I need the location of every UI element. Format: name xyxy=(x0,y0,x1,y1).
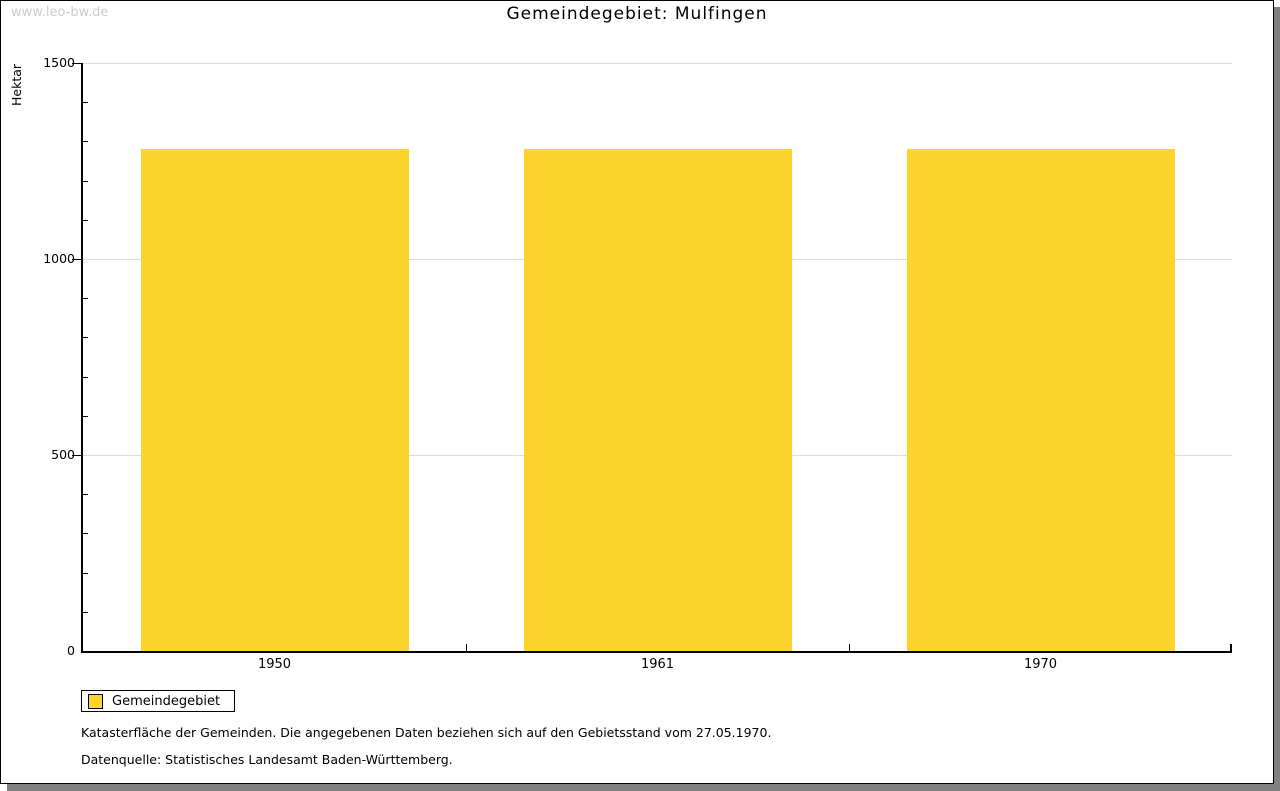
legend-swatch-icon xyxy=(88,693,103,709)
y-minor-tick-900 xyxy=(83,298,88,300)
y-minor-tick-200 xyxy=(83,572,88,574)
y-minor-tick-100 xyxy=(83,611,88,613)
y-minor-tick-1100 xyxy=(83,219,88,221)
y-tick-label-1500: 1500 xyxy=(43,55,75,70)
y-axis-label: Hektar xyxy=(9,63,24,106)
y-major-tick-500 xyxy=(72,455,81,456)
plot-area: 1950 1961 1970 xyxy=(81,62,1232,672)
gridline-1500 xyxy=(83,62,1232,64)
x-boundary-tick-2 xyxy=(849,644,850,651)
y-minor-tick-400 xyxy=(83,494,88,496)
y-minor-tick-800 xyxy=(83,337,88,339)
footnote-source-note: Katasterfläche der Gemeinden. Die angege… xyxy=(81,725,772,740)
y-minor-tick-1300 xyxy=(83,141,88,143)
bar-1961 xyxy=(523,148,792,651)
y-minor-tick-600 xyxy=(83,415,88,417)
y-minor-tick-1400 xyxy=(83,102,88,104)
x-tick-label-1970: 1970 xyxy=(1023,657,1058,672)
y-minor-tick-1200 xyxy=(83,180,88,182)
y-tick-label-0: 0 xyxy=(67,643,75,658)
bar-1950 xyxy=(140,148,409,651)
y-minor-tick-300 xyxy=(83,533,88,535)
y-minor-tick-700 xyxy=(83,376,88,378)
y-tick-label-1000: 1000 xyxy=(43,251,75,266)
legend: Gemeindegebiet xyxy=(81,690,236,712)
footnote-data-source: Datenquelle: Statistisches Landesamt Bad… xyxy=(81,752,453,767)
y-major-tick-1500 xyxy=(72,63,81,64)
x-boundary-tick-1 xyxy=(466,644,467,651)
legend-label: Gemeindegebiet xyxy=(112,693,221,709)
x-tick-label-1950: 1950 xyxy=(257,657,292,672)
x-tick-label-1961: 1961 xyxy=(640,657,675,672)
bar-1970 xyxy=(906,148,1175,651)
chart-title: Gemeindegebiet: Mulfingen xyxy=(506,4,768,24)
x-axis-end-tick xyxy=(1230,644,1232,651)
y-tick-label-500: 500 xyxy=(51,447,75,462)
watermark: www.leo-bw.de xyxy=(11,5,109,20)
y-major-tick-1000 xyxy=(72,259,81,260)
